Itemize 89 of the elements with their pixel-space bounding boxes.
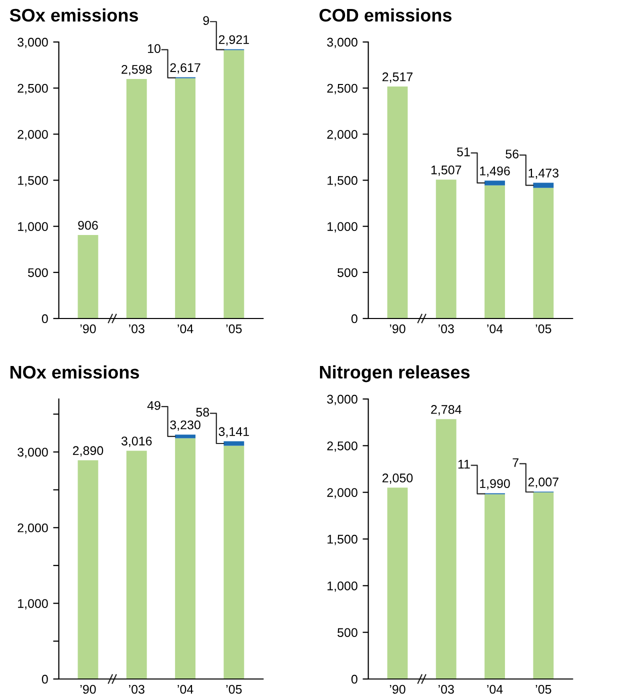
x-tick-label: ’05 xyxy=(226,324,242,334)
x-tick-label: ’05 xyxy=(226,684,242,694)
bar xyxy=(126,79,147,318)
y-tick-label: 0 xyxy=(351,314,358,324)
bar xyxy=(533,182,554,188)
y-tick-label: 2,000 xyxy=(18,523,48,534)
total-label: 3,230 xyxy=(170,420,200,431)
x-tick-label: ’03 xyxy=(438,684,454,694)
bar xyxy=(78,460,98,679)
x-tick-label: ’90 xyxy=(390,324,406,334)
data-label: 56 xyxy=(506,150,519,158)
y-tick-label: 3,000 xyxy=(327,38,358,48)
x-tick-label: ’03 xyxy=(438,324,454,334)
chart-title: COD emissions xyxy=(320,8,452,22)
bar xyxy=(387,86,408,318)
total-label: 1,507 xyxy=(431,166,462,176)
total-label: 2,921 xyxy=(218,35,249,46)
y-tick-label: 0 xyxy=(42,314,48,324)
y-tick-label: 2,000 xyxy=(327,488,358,498)
total-label: 2,784 xyxy=(431,405,462,416)
y-tick-label: 0 xyxy=(351,674,358,684)
x-tick-label: ’03 xyxy=(129,684,144,694)
bar xyxy=(484,185,505,318)
data-label: 9 xyxy=(203,16,209,25)
y-tick-label: 3,000 xyxy=(327,394,358,406)
y-tick-label: 0 xyxy=(42,674,48,684)
total-label: 2,050 xyxy=(382,474,413,484)
bar xyxy=(436,419,456,679)
y-tick-label: 1,000 xyxy=(328,222,358,232)
data-label: 7 xyxy=(512,458,518,467)
bar xyxy=(175,438,196,679)
bar xyxy=(175,434,196,438)
bar xyxy=(484,494,505,679)
y-tick-label: 1,000 xyxy=(18,222,48,232)
total-label: 1,990 xyxy=(480,479,510,490)
bar xyxy=(224,50,244,318)
x-tick-label: ’90 xyxy=(80,684,96,694)
data-label: 51 xyxy=(457,148,470,156)
data-label: 11 xyxy=(458,460,470,468)
total-label: 1,496 xyxy=(480,166,510,177)
x-tick-label: ’04 xyxy=(178,324,194,334)
x-tick-label: ’04 xyxy=(178,684,194,694)
bar xyxy=(224,446,244,679)
x-tick-label: ’05 xyxy=(536,324,552,334)
y-tick-label: 2,500 xyxy=(18,84,48,94)
data-label: 58 xyxy=(196,408,210,417)
total-label: 3,016 xyxy=(121,436,152,447)
total-label: 2,007 xyxy=(528,478,558,488)
total-label: 1,473 xyxy=(528,168,558,179)
y-tick-label: 3,000 xyxy=(18,448,48,458)
bar xyxy=(387,488,408,679)
x-tick-label: ’04 xyxy=(487,324,503,334)
chart-title: NOx emissions xyxy=(10,365,139,379)
bar xyxy=(436,180,456,318)
bar xyxy=(175,78,196,318)
data-label: 10 xyxy=(148,44,160,54)
y-tick-label: 2,500 xyxy=(327,441,358,452)
x-tick-label: ’05 xyxy=(536,684,552,694)
x-tick-label: ’90 xyxy=(80,324,96,334)
total-label: 906 xyxy=(78,220,98,230)
y-tick-label: 1,000 xyxy=(328,581,358,592)
y-tick-label: 500 xyxy=(338,628,358,637)
bar xyxy=(484,180,505,186)
y-tick-label: 1,000 xyxy=(18,599,48,610)
x-tick-label: ’03 xyxy=(129,324,144,334)
bar xyxy=(224,441,244,446)
chart-title: Nitrogen releases xyxy=(320,365,470,382)
y-tick-label: 2,500 xyxy=(327,84,358,94)
bar xyxy=(533,188,554,318)
y-tick-label: 1,500 xyxy=(18,176,48,186)
bar xyxy=(126,450,147,679)
total-label: 2,617 xyxy=(170,63,200,74)
y-tick-label: 3,000 xyxy=(18,38,48,48)
x-tick-label: ’04 xyxy=(487,684,503,694)
x-tick-label: ’90 xyxy=(390,684,406,694)
total-label: 2,598 xyxy=(122,64,152,76)
data-label: 49 xyxy=(147,401,160,410)
y-tick-label: 500 xyxy=(338,268,358,278)
y-tick-label: 1,500 xyxy=(328,176,358,186)
total-label: 2,890 xyxy=(72,446,104,457)
y-tick-label: 1,500 xyxy=(328,534,358,546)
bar xyxy=(533,492,554,679)
y-tick-label: 2,000 xyxy=(327,130,358,140)
total-label: 2,517 xyxy=(382,72,412,83)
y-tick-label: 2,000 xyxy=(18,130,48,140)
chart-title: SOx emissions xyxy=(10,8,138,22)
total-label: 3,141 xyxy=(218,427,249,438)
bar xyxy=(78,234,98,318)
y-tick-label: 500 xyxy=(28,268,48,278)
